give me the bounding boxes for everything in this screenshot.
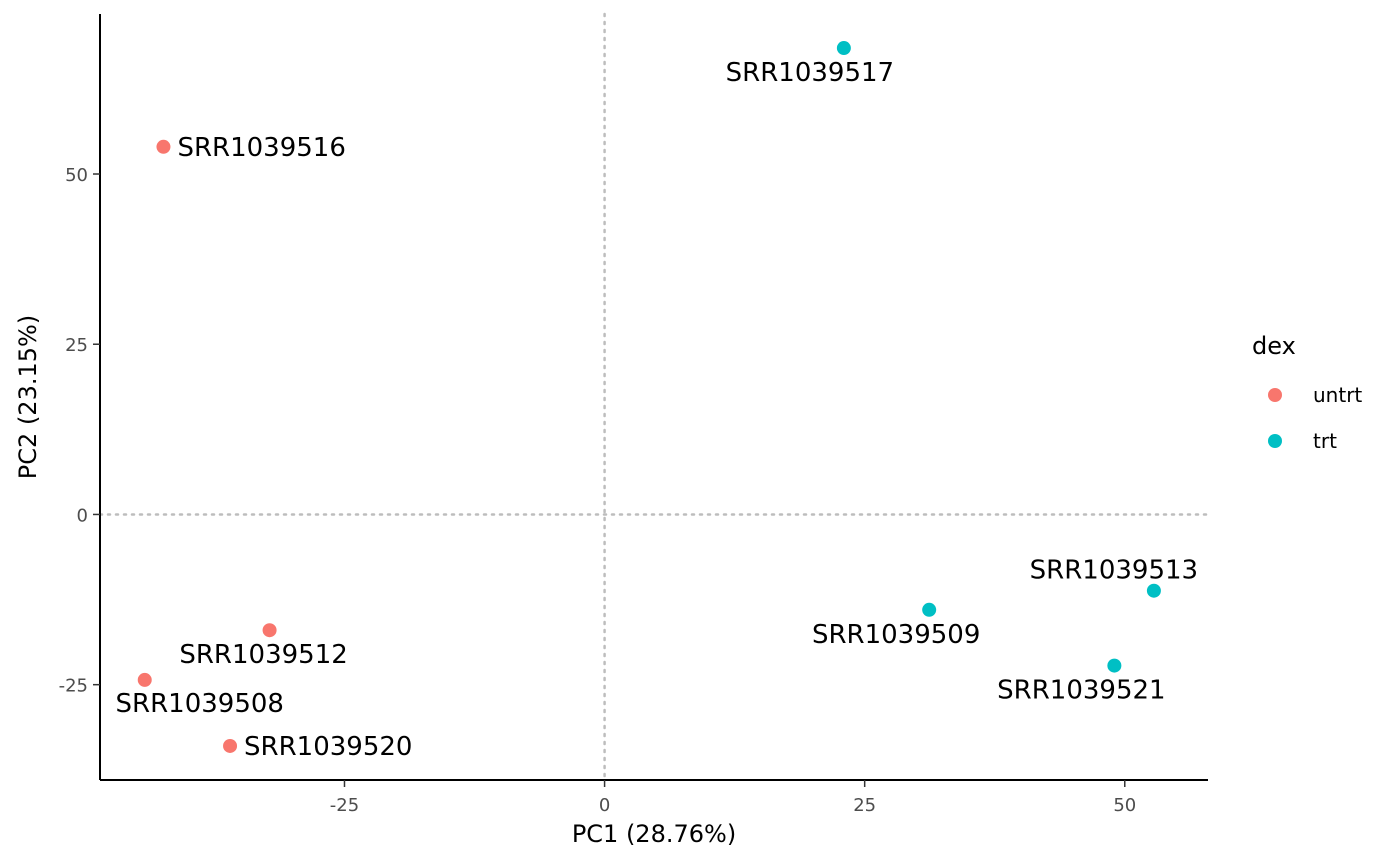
axis-ticks: -25 0 25 50 -25 0 25 50 [59, 165, 1137, 816]
data-point-untrt [262, 623, 277, 638]
point-label: SRR1039517 [726, 58, 894, 88]
data-point-trt [1146, 583, 1161, 598]
point-labels: SRR1039516 SRR1039512 SRR1039508 SRR1039520… [116, 58, 1199, 762]
legend-swatch-trt [1268, 434, 1282, 448]
y-tick-label: 50 [65, 165, 88, 186]
reference-lines [98, 12, 1210, 782]
legend-swatch-untrt [1268, 388, 1282, 402]
x-tick-label: -25 [330, 795, 359, 816]
data-point-trt [836, 41, 851, 56]
x-tick-label: 50 [1113, 795, 1136, 816]
data-point-untrt [137, 672, 152, 687]
axes [99, 14, 1208, 781]
y-tick-label: 25 [65, 335, 88, 356]
x-axis-title: PC1 (28.76%) [572, 820, 736, 848]
legend-title: dex [1252, 332, 1296, 360]
point-label: SRR1039521 [997, 676, 1165, 706]
point-label: SRR1039520 [244, 732, 412, 762]
x-tick-label: 0 [599, 795, 610, 816]
data-points [137, 41, 1161, 753]
point-label: SRR1039508 [116, 689, 284, 719]
y-tick-label: -25 [59, 676, 88, 697]
y-tick-label: 0 [77, 505, 88, 526]
legend-label-trt: trt [1313, 429, 1337, 453]
data-point-trt [922, 602, 937, 617]
legend-items: untrt trt [1268, 383, 1362, 453]
point-label: SRR1039512 [179, 640, 347, 670]
legend: dex untrt trt [1252, 332, 1362, 453]
point-label: SRR1039513 [1030, 556, 1198, 586]
data-point-untrt [223, 738, 238, 753]
data-point-untrt [156, 139, 171, 154]
data-point-trt [1107, 658, 1122, 673]
legend-label-untrt: untrt [1313, 383, 1362, 407]
point-label: SRR1039509 [812, 620, 980, 650]
point-label: SRR1039516 [177, 133, 345, 163]
x-tick-label: 25 [853, 795, 876, 816]
y-axis-title: PC2 (23.15%) [14, 315, 42, 479]
